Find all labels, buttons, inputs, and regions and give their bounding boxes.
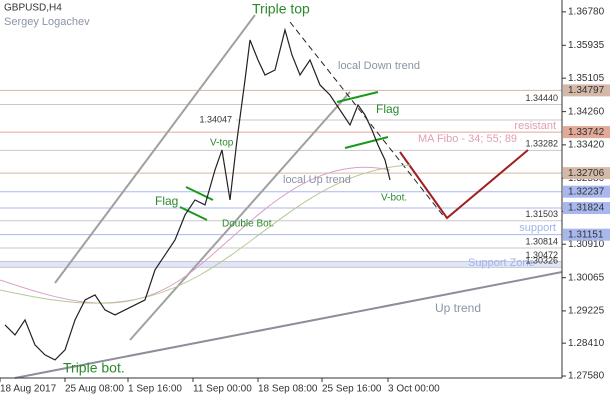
support-zone bbox=[0, 261, 562, 268]
symbol: GBPUSD,H4 bbox=[4, 3, 62, 14]
x-tick-label: 25 Aug 08:00 bbox=[65, 384, 124, 395]
level-label: 1.32706 bbox=[568, 168, 605, 179]
level-tag bbox=[563, 126, 610, 139]
x-tick-label: 25 Sep 16:00 bbox=[322, 384, 382, 395]
level-label: 1.30326 bbox=[525, 256, 558, 266]
channel-line bbox=[129, 91, 351, 341]
flag-line bbox=[336, 91, 379, 103]
x-tick-label: 18 Sep 08:00 bbox=[258, 384, 318, 395]
level-tag bbox=[563, 202, 610, 215]
y-tick-label: 1.27580 bbox=[568, 371, 605, 382]
forecast bbox=[399, 149, 529, 220]
flag-line bbox=[344, 136, 389, 149]
level-label: 1.33742 bbox=[568, 127, 605, 138]
annotation: local Up trend bbox=[283, 174, 351, 186]
level-label: 1.34047 bbox=[199, 114, 232, 124]
x-tick-label: 1 Sep 16:00 bbox=[128, 384, 182, 395]
annotation: V-bot. bbox=[381, 193, 407, 204]
level-label: 1.33282 bbox=[525, 139, 558, 149]
y-tick-label: 1.29225 bbox=[568, 306, 605, 317]
x-tick-label: 3 Oct 00:00 bbox=[388, 384, 440, 395]
level-label: 1.34440 bbox=[525, 93, 558, 103]
y-tick-label: 1.36780 bbox=[568, 7, 605, 18]
flag-line bbox=[179, 206, 208, 221]
trend-line bbox=[14, 271, 563, 379]
annotation: Flag bbox=[376, 102, 399, 116]
moving-average bbox=[0, 166, 391, 304]
level-label: 1.32237 bbox=[568, 186, 605, 197]
annotation: Support Zone bbox=[468, 257, 535, 269]
annotation: support bbox=[519, 222, 556, 234]
moving-average bbox=[0, 164, 411, 304]
author: Sergey Logachev bbox=[4, 16, 90, 28]
annotation: Triple top bbox=[252, 1, 310, 17]
price-line bbox=[4, 27, 391, 361]
level-tag bbox=[563, 228, 610, 241]
y-tick-label: 1.35105 bbox=[568, 73, 605, 84]
y-tick-label: 1.35935 bbox=[568, 40, 605, 51]
channel-line bbox=[54, 14, 256, 284]
level-tag bbox=[563, 84, 610, 97]
annotation: resistant bbox=[514, 120, 556, 132]
x-tick-label: 18 Aug 2017 bbox=[0, 384, 57, 395]
level-label: 1.34797 bbox=[568, 85, 605, 96]
level-label: 1.31151 bbox=[568, 229, 604, 240]
y-tick-label: 1.30065 bbox=[568, 272, 605, 283]
level-label: 1.30814 bbox=[525, 236, 558, 246]
y-tick-label: 1.28410 bbox=[568, 338, 605, 349]
flag-line bbox=[185, 186, 214, 201]
annotation: V-top bbox=[210, 138, 234, 149]
level-label: 1.31824 bbox=[568, 203, 605, 214]
level-label: 1.30472 bbox=[525, 250, 558, 260]
drawings bbox=[0, 14, 563, 379]
level-label: 1.31503 bbox=[525, 209, 558, 219]
level-tag bbox=[563, 185, 610, 198]
y-tick-label: 1.33420 bbox=[568, 140, 605, 151]
annotation: local Down trend bbox=[338, 60, 420, 72]
annotation: MA Fibo - 34; 55; 89 bbox=[418, 133, 517, 145]
x-tick-label: 11 Sep 00:00 bbox=[193, 384, 252, 395]
annotation: Up trend bbox=[435, 301, 481, 315]
annotation: Double Bot. bbox=[222, 219, 274, 230]
y-tick-label: 1.34260 bbox=[568, 106, 605, 117]
annotation: Triple bot. bbox=[63, 360, 125, 376]
y-tick-label: 1.30910 bbox=[568, 239, 605, 250]
level-tag bbox=[563, 167, 610, 180]
annotation: Flag bbox=[155, 194, 178, 208]
